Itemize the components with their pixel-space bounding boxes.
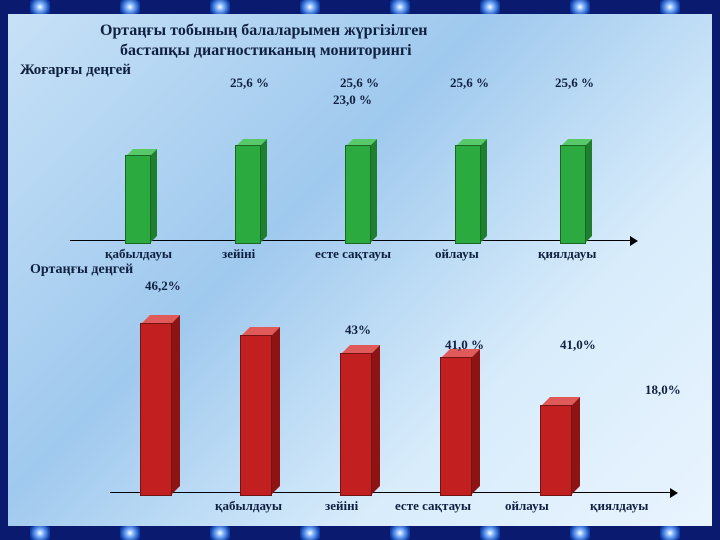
gem-icon: [480, 0, 500, 14]
gem-icon: [300, 526, 320, 540]
category-label: ойлауы: [435, 246, 479, 262]
value-label: 41,0 %: [445, 337, 484, 353]
gem-icon: [300, 0, 320, 14]
slide-frame: Ортаңғы тобының балаларымен жүргізілген …: [0, 0, 720, 540]
category-label: есте сақтауы: [395, 498, 471, 514]
category-label: зейіні: [325, 498, 358, 514]
section-bottom-label: Ортаңғы деңгей: [30, 262, 133, 278]
category-label: ойлауы: [505, 498, 549, 514]
border-bottom: [0, 526, 720, 540]
chart-top: қабылдауызейіні25,6 %есте сақтауы25,6 %о…: [70, 80, 630, 245]
border-top: [0, 0, 720, 14]
bar: [140, 315, 180, 496]
title-line1: Ортаңғы тобының балаларымен жүргізілген: [100, 22, 428, 40]
gem-icon: [390, 0, 410, 14]
category-label: қиялдауы: [538, 246, 596, 262]
gem-icon: [30, 526, 50, 540]
bar: [540, 397, 580, 496]
bar: [440, 349, 480, 496]
bar: [455, 139, 487, 244]
category-label: қиялдауы: [590, 498, 648, 514]
gem-icon: [570, 0, 590, 14]
value-label: 43%: [345, 322, 371, 338]
bar: [240, 327, 280, 496]
gem-icon: [120, 526, 140, 540]
gem-icon: [210, 526, 230, 540]
border-right: [712, 0, 720, 540]
value-label: 46,2%: [145, 278, 181, 294]
gem-icon: [480, 526, 500, 540]
value-label: 25,6 %: [340, 75, 379, 91]
bar: [340, 345, 380, 496]
gem-icon: [30, 0, 50, 14]
gem-icon: [660, 526, 680, 540]
gem-icon: [210, 0, 230, 14]
bar: [235, 139, 267, 244]
gem-icon: [120, 0, 140, 14]
bar: [345, 139, 377, 244]
value-label: 25,6 %: [450, 75, 489, 91]
gem-icon: [570, 526, 590, 540]
value-label: 25,6 %: [555, 75, 594, 91]
chart-bottom-axis: [110, 492, 670, 493]
value-label: 18,0%: [645, 382, 681, 398]
category-label: зейіні: [222, 246, 255, 262]
value-label: 23,0 %: [333, 92, 372, 108]
section-top-label: Жоғарғы деңгей: [20, 62, 131, 79]
gem-icon: [660, 0, 680, 14]
border-left: [0, 0, 8, 540]
category-label: қабылдауы: [105, 246, 172, 262]
title-line2: бастапқы диагностиканың мониторингі: [120, 42, 412, 60]
category-label: есте сақтауы: [315, 246, 391, 262]
bar: [125, 149, 157, 244]
gem-icon: [390, 526, 410, 540]
value-label: 25,6 %: [230, 75, 269, 91]
chart-bottom: қабылдауы46,2%зейініесте сақтауы43%ойлау…: [110, 282, 670, 497]
bar: [560, 139, 592, 244]
value-label: 41,0%: [560, 337, 596, 353]
category-label: қабылдауы: [215, 498, 282, 514]
